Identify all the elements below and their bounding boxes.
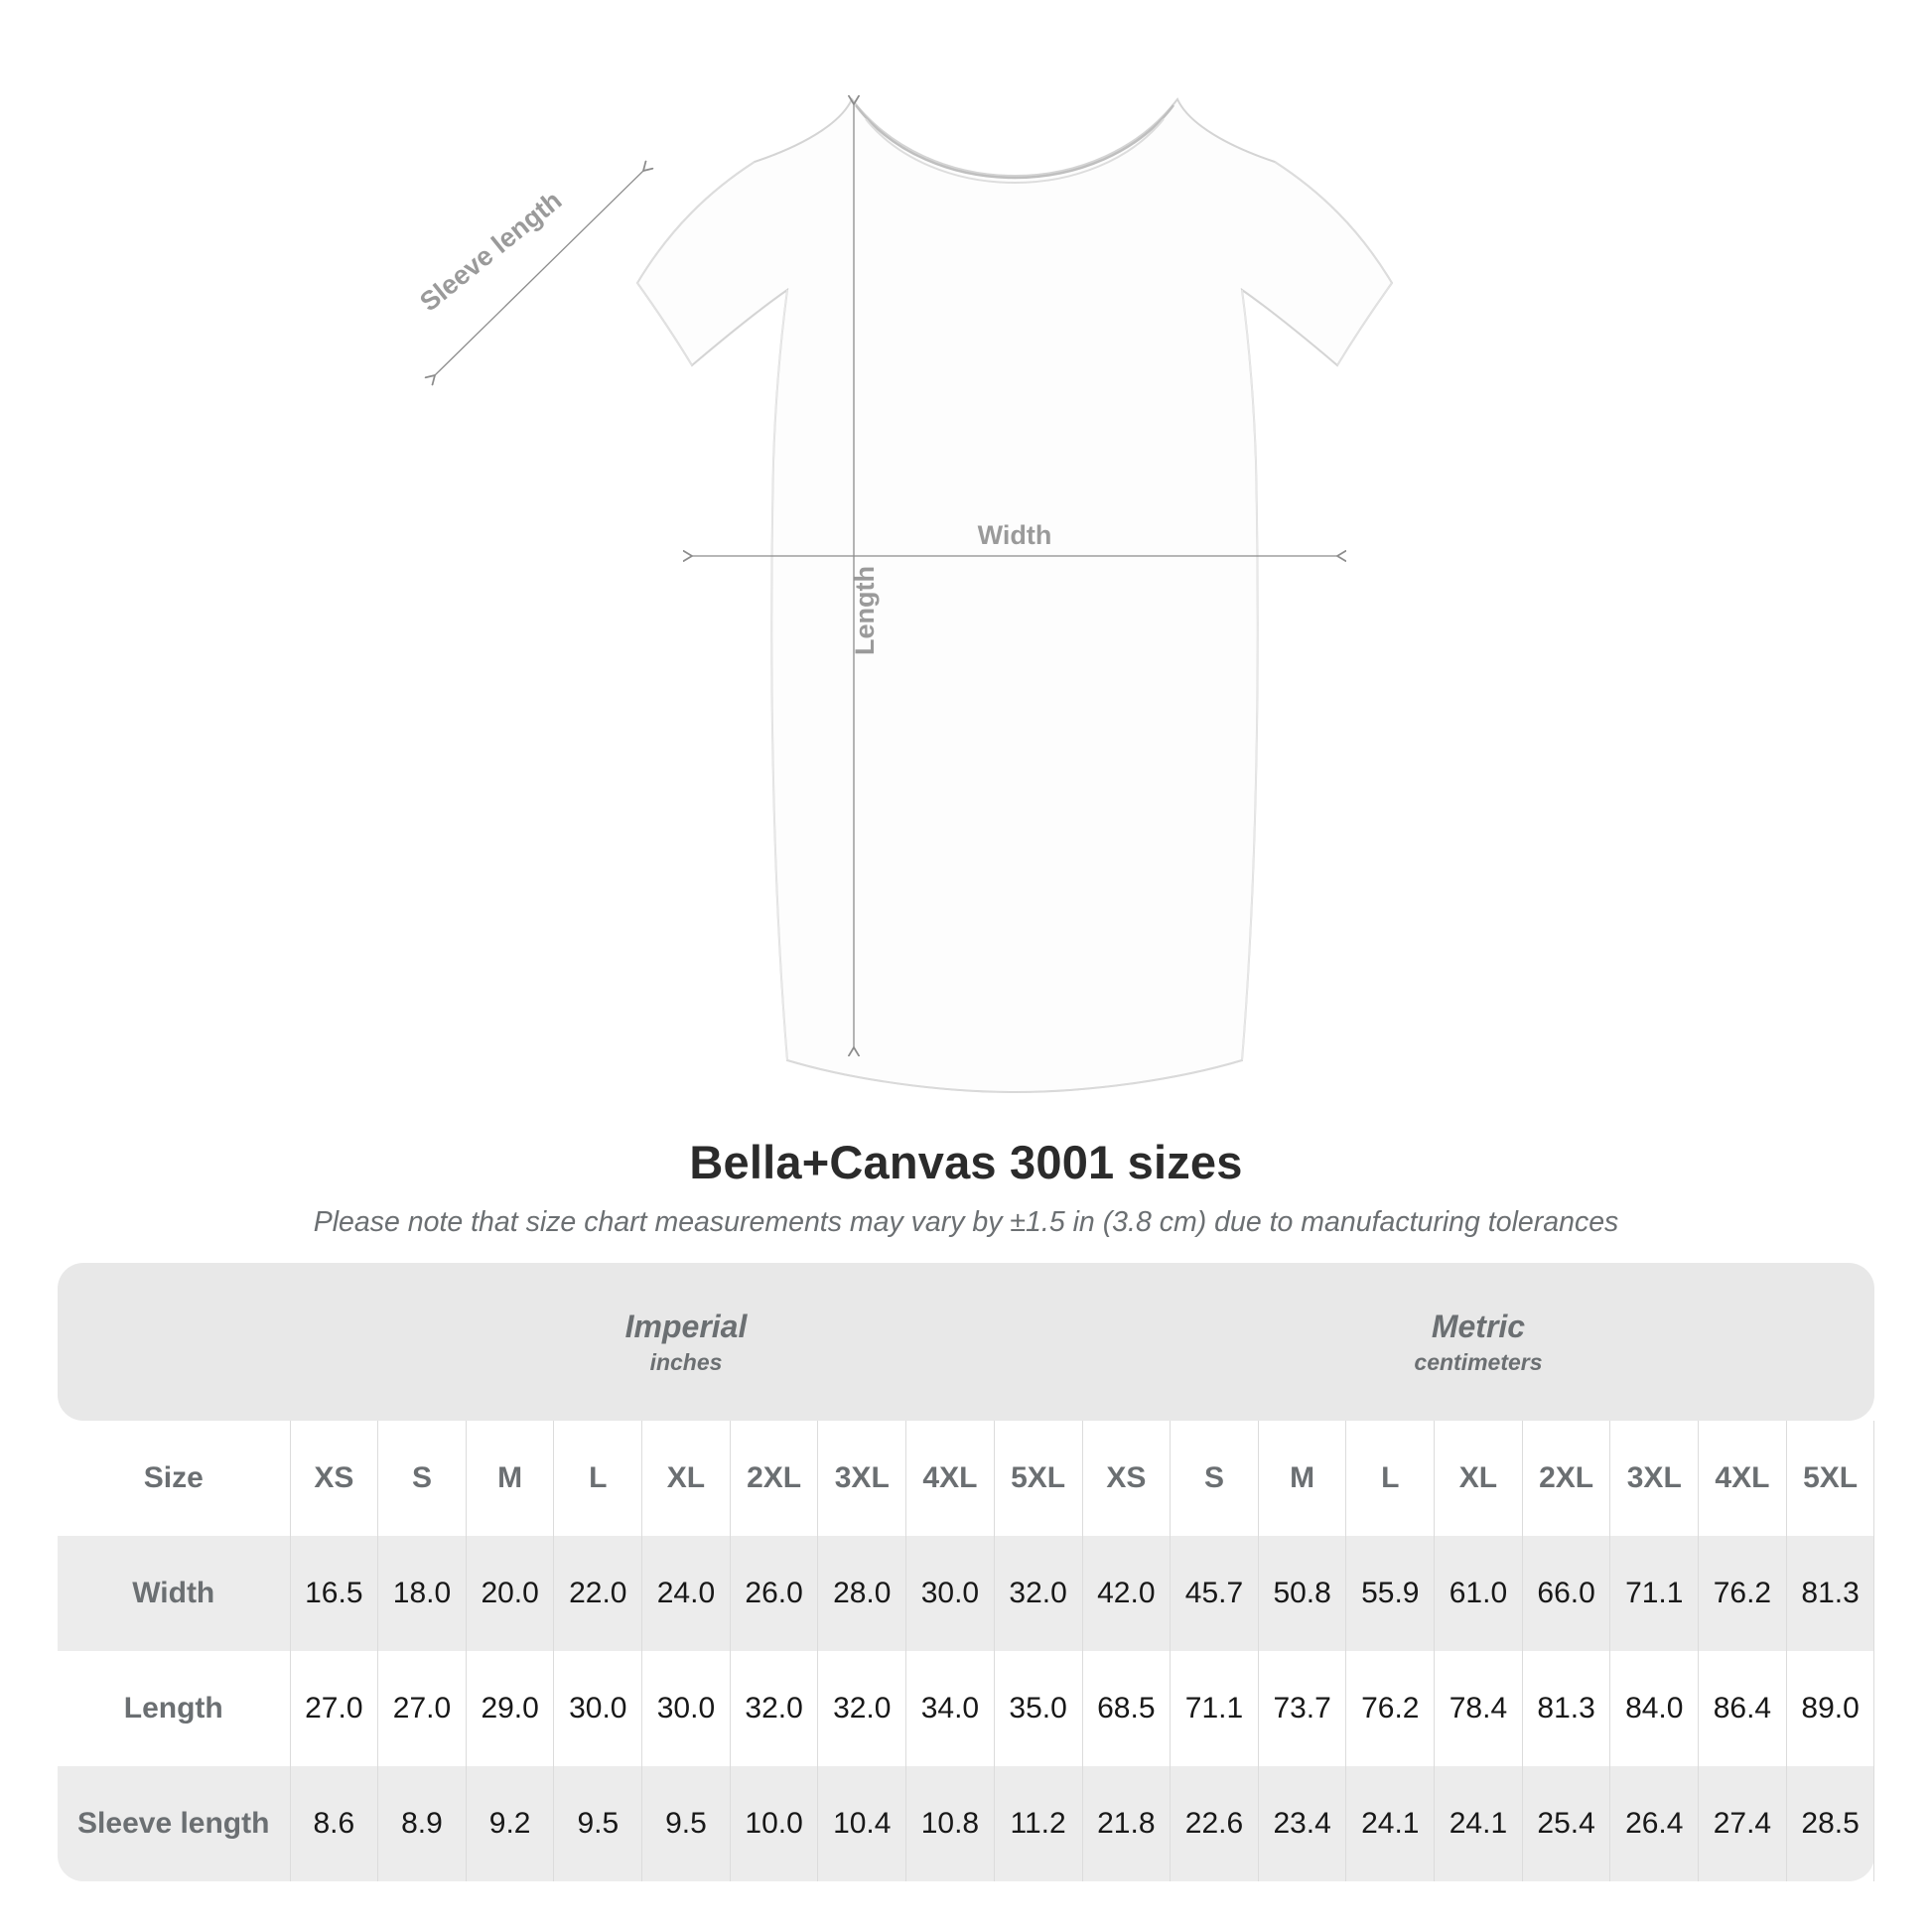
- svg-text:Sleeve length: Sleeve length: [414, 186, 567, 318]
- svg-text:Width: Width: [978, 520, 1052, 550]
- svg-text:Length: Length: [850, 566, 880, 655]
